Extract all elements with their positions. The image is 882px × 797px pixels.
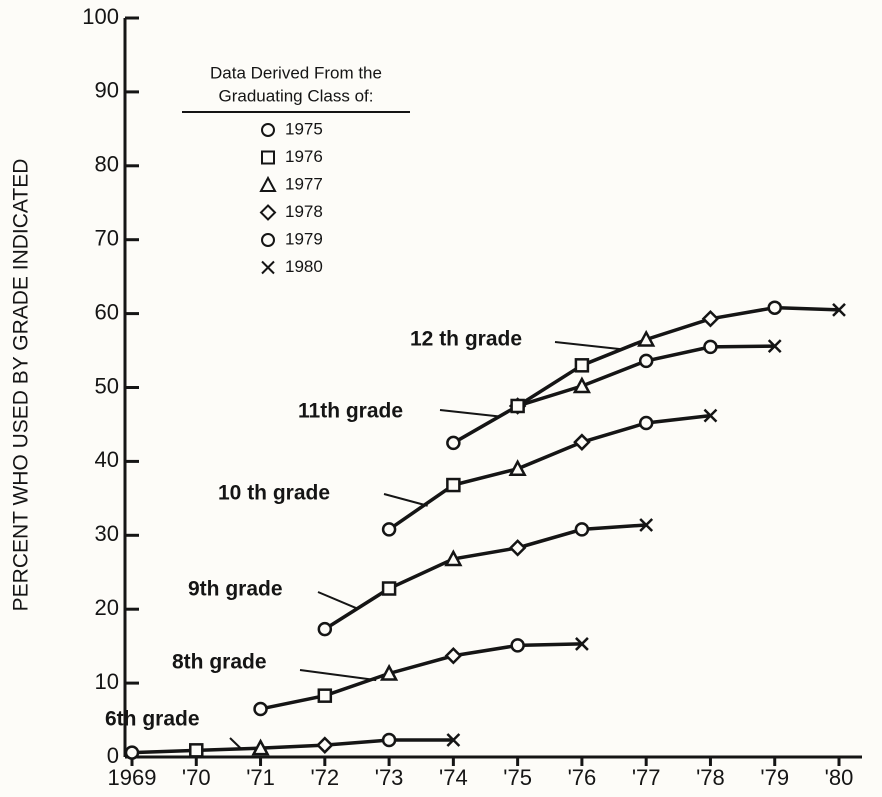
data-point <box>637 329 656 347</box>
label-leader <box>439 409 499 418</box>
data-point <box>444 646 463 665</box>
data-point <box>446 733 461 747</box>
data-point <box>381 522 397 537</box>
series-label: 6th grade <box>105 708 200 731</box>
data-point <box>317 621 333 637</box>
y-axis-label: PERCENT WHO USED BY GRADE INDICATED <box>10 159 33 612</box>
data-point <box>767 300 782 315</box>
x-tick-label: 1969 <box>108 765 157 790</box>
legend-marker <box>259 175 277 192</box>
x-tick-label: '75 <box>503 765 532 790</box>
data-point <box>251 738 270 756</box>
x-tick-label: '70 <box>182 765 211 790</box>
x-tick-label: '74 <box>439 765 468 790</box>
legend-label: 1977 <box>285 174 323 193</box>
data-point <box>510 638 525 653</box>
legend-label: 1976 <box>285 147 323 166</box>
y-tick-label: 40 <box>95 447 119 472</box>
data-point <box>379 663 399 681</box>
series-line <box>260 642 582 711</box>
legend-title: Graduating Class of: <box>219 86 374 105</box>
y-tick-label: 70 <box>95 226 119 251</box>
x-tick-label: '80 <box>825 765 854 790</box>
y-tick-label: 80 <box>95 152 119 177</box>
series-line <box>388 413 711 531</box>
series-label: 11th grade <box>298 400 403 423</box>
x-tick-label: '77 <box>632 765 661 790</box>
data-point <box>767 339 782 353</box>
data-point <box>316 736 334 754</box>
legend-title: Data Derived From the <box>210 63 382 82</box>
data-point <box>572 376 592 394</box>
data-point <box>317 688 333 703</box>
y-tick-label: 20 <box>95 595 119 620</box>
x-tick-label: '73 <box>375 765 404 790</box>
series-line <box>323 523 647 631</box>
data-point <box>574 522 590 537</box>
data-point <box>703 408 718 423</box>
label-leader <box>383 493 428 507</box>
legend-marker <box>261 233 275 247</box>
data-point <box>253 701 268 717</box>
x-tick-label: '76 <box>568 765 597 790</box>
data-point <box>381 581 397 596</box>
series-label: 10 th grade <box>218 482 330 505</box>
y-tick-label: 10 <box>95 669 119 694</box>
data-point <box>703 339 718 355</box>
data-point <box>124 745 140 760</box>
data-point <box>638 353 654 369</box>
data-point <box>508 459 527 477</box>
label-leader <box>554 341 621 351</box>
label-leader <box>229 737 242 750</box>
data-point <box>639 518 654 532</box>
data-point <box>446 477 461 493</box>
legend-marker <box>261 260 275 275</box>
legend-label: 1978 <box>285 202 323 221</box>
data-point <box>508 539 527 557</box>
data-point <box>638 415 654 431</box>
y-tick-label: 30 <box>95 521 119 546</box>
x-tick-label: '78 <box>696 765 725 790</box>
label-leader <box>299 669 377 682</box>
data-point <box>381 732 397 748</box>
series-label: 12 th grade <box>410 328 522 351</box>
legend-label: 1975 <box>285 119 323 138</box>
x-tick-label: '72 <box>310 765 339 790</box>
y-tick-label: 60 <box>95 299 119 324</box>
series-line <box>131 738 454 755</box>
data-point <box>573 433 591 451</box>
legend-marker <box>259 204 277 221</box>
data-point <box>189 743 204 758</box>
data-point <box>701 310 720 328</box>
data-point <box>832 303 846 317</box>
series-label: 9th grade <box>188 578 283 601</box>
label-leader <box>317 591 358 610</box>
data-point <box>510 398 525 414</box>
data-point <box>574 358 590 373</box>
legend-label: 1980 <box>285 257 323 276</box>
legend-marker <box>261 150 275 165</box>
y-tick-label: 50 <box>95 373 119 398</box>
y-tick-label: 100 <box>82 4 119 29</box>
series-label: 8th grade <box>172 651 267 674</box>
legend-label: 1979 <box>285 229 323 248</box>
y-tick-label: 0 <box>107 743 119 768</box>
x-tick-label: '71 <box>246 765 275 790</box>
x-tick-label: '79 <box>760 765 789 790</box>
y-tick-label: 90 <box>95 78 119 103</box>
data-point <box>446 435 461 451</box>
data-point <box>444 549 463 567</box>
legend-marker <box>261 123 275 137</box>
data-point <box>575 637 589 651</box>
